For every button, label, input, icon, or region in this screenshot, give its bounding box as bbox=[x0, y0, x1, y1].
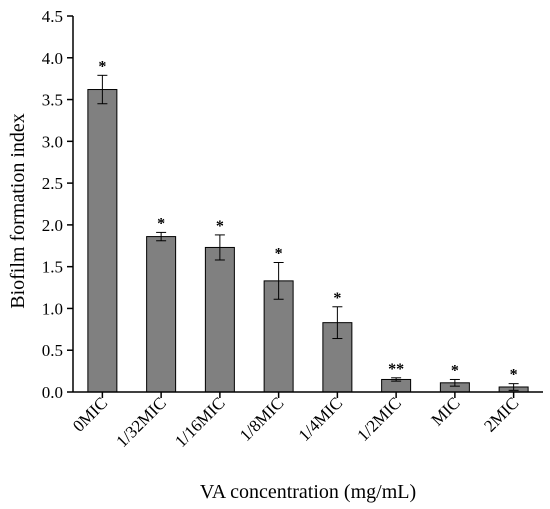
significance-label: * bbox=[275, 245, 283, 262]
x-tick-label: 2MIC bbox=[480, 393, 522, 435]
x-tick-label: 1/8MIC bbox=[236, 393, 288, 445]
bar bbox=[204, 246, 235, 393]
y-tick-label: 2.5 bbox=[42, 174, 63, 193]
y-tick-label: 2.0 bbox=[42, 216, 63, 235]
x-tick-label: 1/32MIC bbox=[112, 393, 170, 451]
significance-label: ** bbox=[388, 361, 404, 378]
y-tick-label: 3.0 bbox=[42, 132, 63, 151]
x-axis-title: VA concentration (mg/mL) bbox=[200, 481, 416, 503]
x-tick-label: 1/2MIC bbox=[353, 393, 405, 445]
y-tick-label: 1.0 bbox=[42, 299, 63, 318]
x-tick-label: 1/4MIC bbox=[295, 393, 347, 445]
y-tick-label: 1.5 bbox=[42, 258, 63, 277]
y-tick-label: 4.0 bbox=[42, 49, 63, 68]
y-tick-label: 0.5 bbox=[42, 341, 63, 360]
y-axis-title: Biofilm formation index bbox=[7, 113, 29, 309]
significance-label: * bbox=[451, 362, 459, 379]
y-tick-label: 4.5 bbox=[42, 7, 63, 26]
y-tick-label: 3.5 bbox=[42, 91, 63, 110]
bar bbox=[146, 236, 177, 393]
significance-label: * bbox=[98, 58, 106, 75]
significance-label: * bbox=[216, 218, 224, 235]
bar bbox=[87, 89, 118, 393]
x-tick-label: MIC bbox=[428, 393, 464, 429]
x-tick-label: 0MIC bbox=[69, 393, 111, 435]
significance-label: * bbox=[157, 215, 165, 232]
bars-group: ** ***** * * bbox=[87, 58, 529, 393]
significance-label: * bbox=[333, 290, 341, 307]
x-tick-label: 1/16MIC bbox=[171, 393, 229, 451]
y-tick-label: 0.0 bbox=[42, 383, 63, 402]
significance-label: * bbox=[510, 367, 518, 384]
